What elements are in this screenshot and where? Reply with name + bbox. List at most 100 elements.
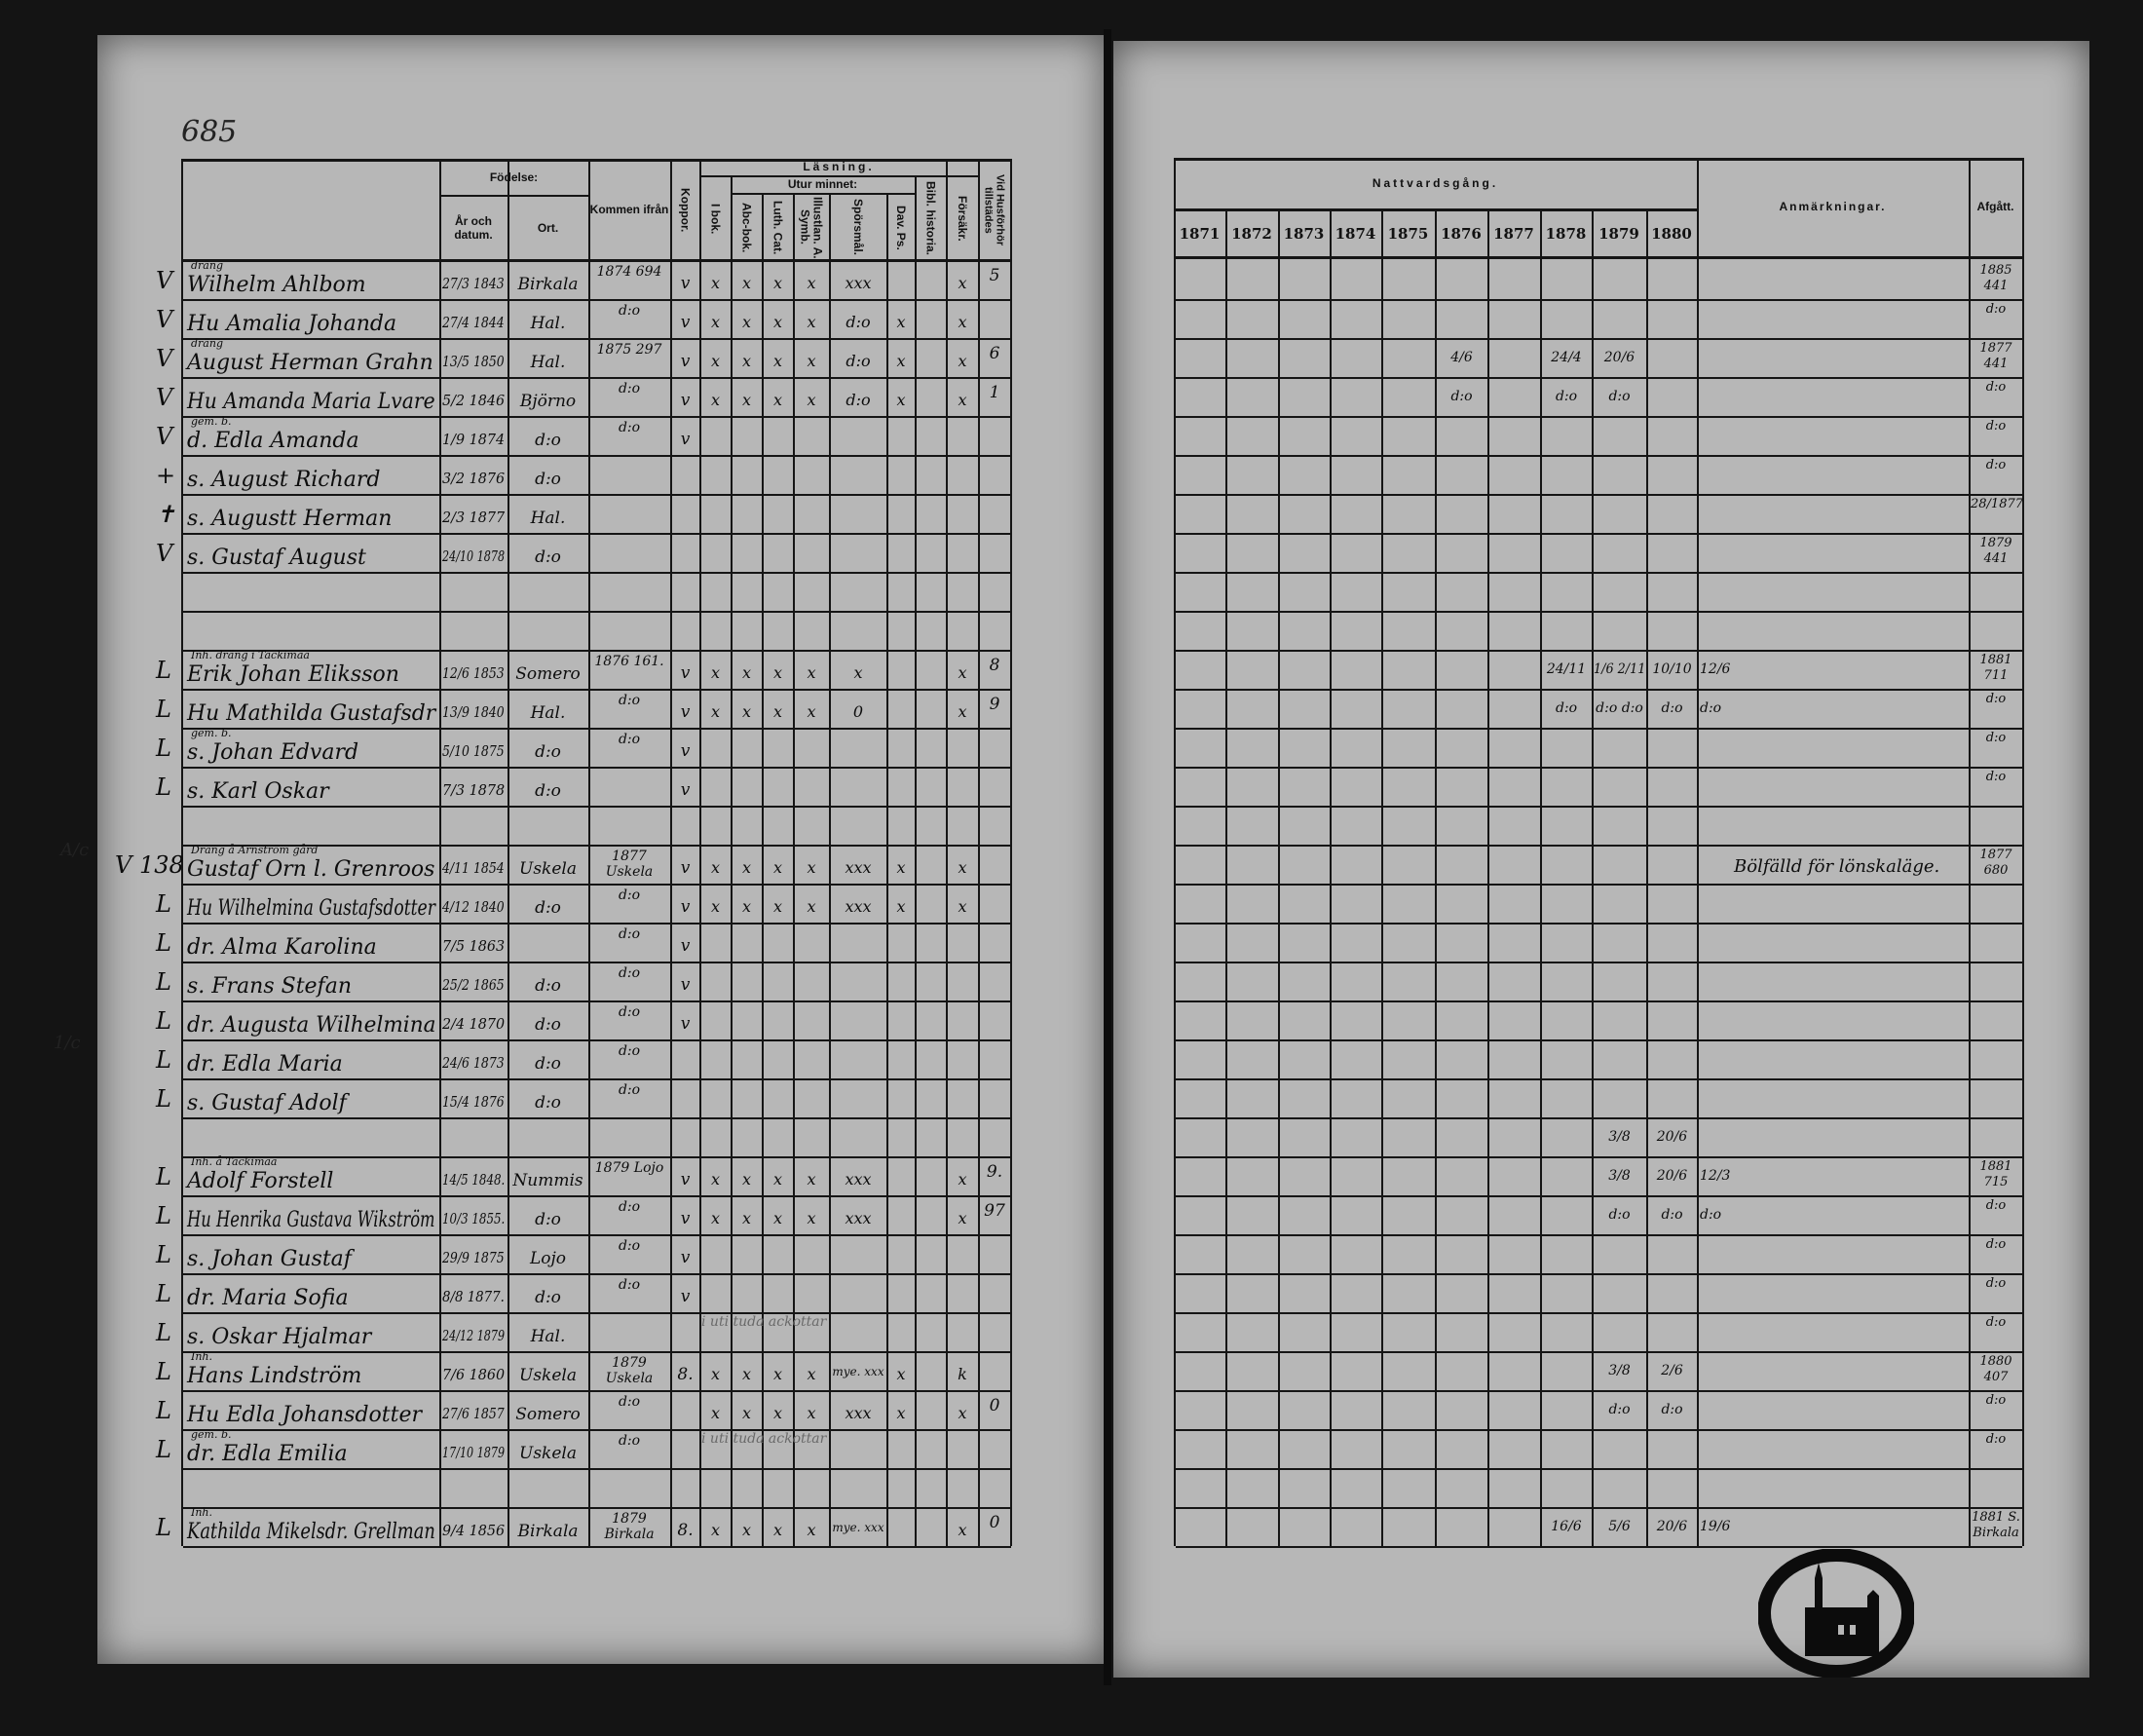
header-bottom-line [1174,256,2024,259]
row-line [183,767,1011,769]
header-utur-minnet: Utur minnet: [787,176,858,191]
column-line [1278,209,1280,1546]
column-line [886,193,888,1546]
reading-mark: x [896,858,906,877]
koppor-value: v [680,1014,691,1034]
row-line [183,1117,1011,1119]
header-fodelse: Födelse: [489,170,539,184]
communion-date: d:o [1555,389,1578,404]
koppor-value: v [680,313,691,332]
communion-date: 1/6 2/11 [1594,661,1646,677]
moved-from: d:o [618,693,641,708]
attendance-value: 9. [986,1162,1003,1182]
reading-mark: x [710,391,721,409]
reading-mark: d:o [846,352,871,370]
margin-mark: L [156,1046,171,1074]
person-name: s. Johan Gustaf [187,1247,352,1271]
reading-mark: xxx [845,1170,872,1189]
header-sub-line [1174,208,1697,211]
koppor-value: 8. [677,1521,694,1540]
header-vid: Vid Husförhör tillstädes [982,174,1006,246]
attendance-value: 6 [989,344,1000,363]
birth-date: 24/10 1878 [442,547,506,565]
header-sub-line [439,195,588,197]
reading-mark: x [741,1170,752,1189]
departed-value: d:o [1985,770,2007,784]
book-spine [1104,29,1111,1685]
reading-mark: xxx [845,858,872,877]
reading-mark: x [807,391,816,409]
row-note: Dräng å Arnström gård [191,844,319,856]
row-line [1176,1117,2022,1119]
reading-mark: x [772,1170,783,1189]
header-spors: Spörsmål. [851,199,866,256]
attendance-value: 1 [989,383,1000,402]
reading-mark: 0 [852,702,864,721]
departed-value: d:o [1985,1432,2007,1447]
communion-date: 24/11 [1546,661,1587,677]
remark: d:o [1700,1207,1722,1223]
row-line [1176,572,2022,574]
header-lasning: Läsning. [803,159,875,173]
birth-place: Lojo [529,1249,567,1268]
header-sub-line [699,175,978,177]
moved-from: d:o [618,1082,641,1098]
reading-mark: x [741,897,752,916]
koppor-value: v [680,663,691,683]
header-year: 1874 [1335,224,1376,243]
column-line [1646,209,1648,1546]
departed-value: d:o [1985,458,2007,472]
departed-value: d:o [1985,380,2007,395]
birth-date: 12/6 1853 [442,664,505,682]
header-bottom-line [181,259,1012,262]
communion-date: 16/6 [1551,1519,1582,1534]
reading-mark: x [741,274,752,292]
birth-date: 5/2 1846 [442,392,506,409]
row-line [1176,962,2022,963]
person-name: s. Augustt Herman [187,507,393,531]
margin-mark: L [156,1514,171,1541]
row-line [183,1507,1011,1509]
moved-from: d:o [618,1433,641,1449]
row-line [183,572,1011,574]
person-name: s. Gustaf Adolf [187,1091,347,1115]
moved-from: d:o [618,887,641,903]
reading-mark: x [772,1404,783,1422]
column-line [731,175,733,1546]
column-line [181,159,183,1546]
birth-date: 13/9 1840 [442,703,505,721]
birth-place: Hal. [530,314,566,333]
person-name: s. Gustaf August [187,546,366,570]
row-line [183,728,1011,730]
departed-value: d:o [1985,692,2007,706]
person-name: Hu Mathilda Gustafsdr [187,701,436,726]
communion-date: 2/6 [1661,1363,1683,1378]
birth-place: Uskela [519,859,577,879]
attendance-value: 0 [989,1513,1000,1532]
row-note: dräng [191,337,223,350]
header-year: 1871 [1179,224,1221,243]
reading-mark: x [710,858,721,877]
column-line [1381,209,1383,1546]
birth-place: Uskela [519,1444,577,1463]
column-line [439,159,441,1546]
header-forsal: Försäkr. [956,196,970,242]
row-line [1176,767,2022,769]
row-line [183,1312,1011,1314]
row-note: dräng [191,259,223,272]
koppor-value: v [680,1287,691,1306]
birth-date: 24/12 1879 [442,1327,506,1344]
birth-place: Somero [515,664,581,684]
communion-date: 10/10 [1652,661,1692,677]
margin-mark: V [156,267,173,294]
reading-mark: x [741,1521,752,1539]
reading-mark: x [772,663,783,682]
row-line [1176,611,2022,613]
row-line [183,299,1011,301]
column-line [1174,158,1176,1546]
margin-mark: V [156,345,173,372]
reading-mark: x [958,1404,967,1422]
column-line [1435,209,1437,1546]
koppor-value: v [680,858,691,878]
row-line [1176,1507,2022,1509]
